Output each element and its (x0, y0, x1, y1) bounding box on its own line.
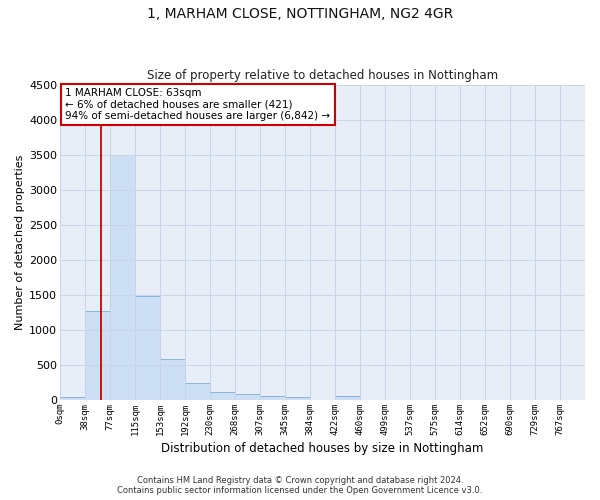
Bar (335, 396, 360, 400)
Bar (185, 383, 210, 400)
Text: 1 MARHAM CLOSE: 63sqm
← 6% of detached houses are smaller (421)
94% of semi-deta: 1 MARHAM CLOSE: 63sqm ← 6% of detached h… (65, 88, 331, 121)
Bar (260, 396, 285, 400)
X-axis label: Distribution of detached houses by size in Nottingham: Distribution of detached houses by size … (161, 442, 484, 455)
Bar (235, 394, 260, 400)
Bar (285, 397, 310, 400)
Bar (110, 154, 135, 400)
Y-axis label: Number of detached properties: Number of detached properties (15, 154, 25, 330)
Bar (60, 396, 85, 400)
Title: Size of property relative to detached houses in Nottingham: Size of property relative to detached ho… (147, 69, 498, 82)
Text: Contains HM Land Registry data © Crown copyright and database right 2024.
Contai: Contains HM Land Registry data © Crown c… (118, 476, 482, 495)
Bar (210, 392, 235, 400)
Bar (85, 311, 110, 400)
Bar (160, 360, 185, 400)
Text: 1, MARHAM CLOSE, NOTTINGHAM, NG2 4GR: 1, MARHAM CLOSE, NOTTINGHAM, NG2 4GR (147, 8, 453, 22)
Bar (135, 296, 160, 400)
